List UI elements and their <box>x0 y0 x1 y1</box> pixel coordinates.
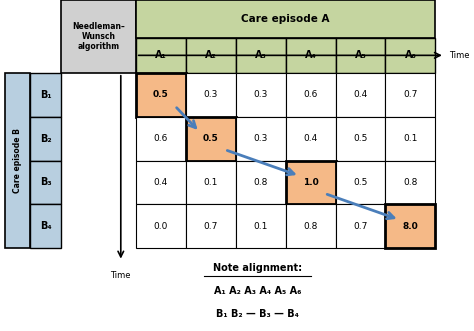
Text: 0.4: 0.4 <box>154 178 168 187</box>
Text: 0.6: 0.6 <box>303 90 318 99</box>
Text: Time: Time <box>110 271 131 280</box>
FancyBboxPatch shape <box>236 161 286 205</box>
Text: 0.3: 0.3 <box>254 90 268 99</box>
FancyBboxPatch shape <box>336 117 385 161</box>
FancyBboxPatch shape <box>236 38 286 73</box>
FancyBboxPatch shape <box>236 117 286 161</box>
FancyBboxPatch shape <box>136 161 186 205</box>
FancyBboxPatch shape <box>30 161 61 205</box>
FancyBboxPatch shape <box>385 73 436 117</box>
Text: 0.7: 0.7 <box>353 222 368 231</box>
FancyBboxPatch shape <box>136 205 186 248</box>
FancyBboxPatch shape <box>336 38 385 73</box>
Text: 0.0: 0.0 <box>154 222 168 231</box>
Text: 1.0: 1.0 <box>303 178 319 187</box>
FancyBboxPatch shape <box>286 117 336 161</box>
FancyBboxPatch shape <box>136 0 436 38</box>
Text: 0.4: 0.4 <box>354 90 368 99</box>
FancyBboxPatch shape <box>186 38 236 73</box>
Text: B₄: B₄ <box>40 221 52 231</box>
FancyBboxPatch shape <box>286 161 336 205</box>
FancyBboxPatch shape <box>286 73 336 117</box>
FancyBboxPatch shape <box>336 205 385 248</box>
Text: A₂: A₂ <box>205 50 217 60</box>
Text: A₃: A₃ <box>255 50 266 60</box>
FancyBboxPatch shape <box>385 161 436 205</box>
FancyBboxPatch shape <box>186 73 236 117</box>
FancyBboxPatch shape <box>336 161 385 205</box>
Text: A₁: A₁ <box>155 50 167 60</box>
FancyBboxPatch shape <box>236 205 286 248</box>
FancyBboxPatch shape <box>136 38 186 73</box>
Text: 0.3: 0.3 <box>203 90 218 99</box>
Text: 0.8: 0.8 <box>254 178 268 187</box>
FancyBboxPatch shape <box>186 117 236 161</box>
FancyBboxPatch shape <box>30 117 61 161</box>
Text: 0.7: 0.7 <box>403 90 418 99</box>
Text: A₄: A₄ <box>305 50 317 60</box>
Text: 0.4: 0.4 <box>303 134 318 143</box>
Text: Note alignment:: Note alignment: <box>213 263 302 273</box>
Text: 0.1: 0.1 <box>254 222 268 231</box>
FancyBboxPatch shape <box>5 73 30 248</box>
Text: B₃: B₃ <box>40 177 52 187</box>
Text: B₁: B₁ <box>40 90 52 100</box>
Text: 0.7: 0.7 <box>203 222 218 231</box>
FancyBboxPatch shape <box>30 205 61 248</box>
Text: Needleman–
Wunsch
algorithm: Needleman– Wunsch algorithm <box>72 22 125 51</box>
FancyBboxPatch shape <box>286 38 336 73</box>
FancyBboxPatch shape <box>336 73 385 117</box>
Text: A₅: A₅ <box>355 50 366 60</box>
FancyBboxPatch shape <box>385 38 436 73</box>
FancyBboxPatch shape <box>236 73 286 117</box>
Text: Care episode B: Care episode B <box>13 128 22 193</box>
Text: B₂: B₂ <box>40 134 52 144</box>
Text: A₁ A₂ A₃ A₄ A₅ A₆: A₁ A₂ A₃ A₄ A₅ A₆ <box>214 286 301 296</box>
FancyBboxPatch shape <box>136 73 186 117</box>
Text: Time: Time <box>449 51 470 60</box>
FancyBboxPatch shape <box>30 73 61 117</box>
FancyBboxPatch shape <box>61 0 136 73</box>
Text: 0.5: 0.5 <box>203 134 219 143</box>
Text: 0.3: 0.3 <box>254 134 268 143</box>
Text: 0.5: 0.5 <box>353 178 368 187</box>
Text: 0.1: 0.1 <box>203 178 218 187</box>
Text: 0.8: 0.8 <box>403 178 418 187</box>
Text: 0.8: 0.8 <box>303 222 318 231</box>
FancyBboxPatch shape <box>385 205 436 248</box>
Text: B₁ B₂ — B₃ — B₄: B₁ B₂ — B₃ — B₄ <box>216 309 299 319</box>
Text: 8.0: 8.0 <box>402 222 419 231</box>
Text: Care episode A: Care episode A <box>241 14 330 24</box>
FancyBboxPatch shape <box>286 205 336 248</box>
Text: 0.5: 0.5 <box>153 90 169 99</box>
FancyBboxPatch shape <box>385 117 436 161</box>
Text: 0.5: 0.5 <box>353 134 368 143</box>
Text: 0.1: 0.1 <box>403 134 418 143</box>
FancyBboxPatch shape <box>136 117 186 161</box>
Text: A₆: A₆ <box>405 50 416 60</box>
FancyBboxPatch shape <box>186 205 236 248</box>
Text: 0.6: 0.6 <box>154 134 168 143</box>
FancyBboxPatch shape <box>186 161 236 205</box>
